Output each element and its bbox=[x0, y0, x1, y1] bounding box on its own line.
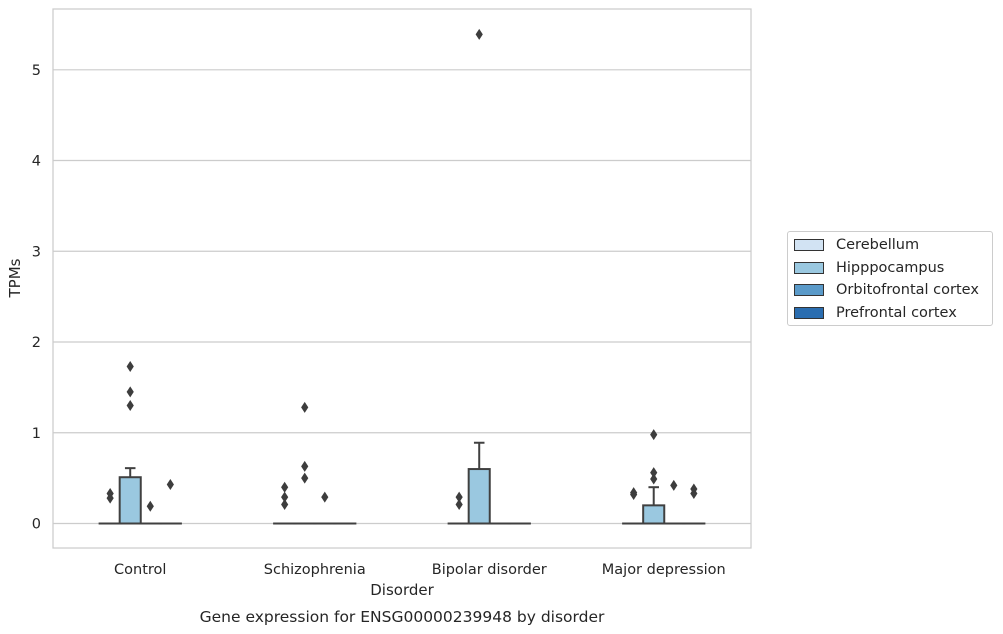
x-tick-label: Control bbox=[114, 562, 166, 578]
outlier-point bbox=[126, 361, 134, 373]
box-plot-area bbox=[98, 28, 706, 525]
outlier-point bbox=[166, 478, 174, 490]
y-tick-label: 1 bbox=[32, 426, 41, 442]
outlier-point bbox=[650, 473, 658, 485]
legend-swatch bbox=[794, 307, 824, 319]
plot-frame bbox=[52, 8, 752, 549]
y-tick-label: 0 bbox=[32, 517, 41, 533]
legend-item-prefrontal-cortex: Prefrontal cortex bbox=[794, 304, 957, 322]
y-tick-label: 5 bbox=[32, 63, 41, 79]
outlier-point bbox=[650, 467, 658, 479]
legend-swatch bbox=[794, 262, 824, 274]
legend-label: Prefrontal cortex bbox=[836, 305, 957, 321]
x-tick-label: Schizophrenia bbox=[264, 562, 366, 578]
outlier-point bbox=[281, 481, 289, 493]
x-tick-label: Bipolar disorder bbox=[432, 562, 547, 578]
legend-label: Cerebellum bbox=[836, 237, 920, 253]
y-axis-ticks: 0 1 2 3 4 5 bbox=[32, 63, 41, 533]
x-axis-label: Disorder bbox=[370, 581, 434, 599]
legend-item-orbitofrontal-cortex: Orbitofrontal cortex bbox=[794, 281, 979, 299]
outlier-point bbox=[670, 479, 678, 491]
outlier-point bbox=[321, 491, 329, 503]
outlier-point bbox=[106, 488, 114, 500]
legend-label: Hipppocampus bbox=[836, 260, 945, 276]
outlier-point bbox=[281, 498, 289, 510]
outlier-point bbox=[455, 498, 463, 510]
outlier-point bbox=[301, 472, 309, 484]
outlier-point bbox=[455, 491, 463, 503]
gridlines bbox=[53, 69, 751, 525]
y-tick-label: 4 bbox=[32, 154, 41, 170]
outlier-point bbox=[301, 460, 309, 472]
x-axis-ticks: Control Schizophrenia Bipolar disorder Majo… bbox=[114, 562, 726, 578]
outlier-point bbox=[301, 401, 309, 413]
legend-label: Orbitofrontal cortex bbox=[836, 282, 979, 298]
outlier-point bbox=[146, 500, 154, 512]
outlier-point bbox=[630, 487, 638, 499]
outlier-point bbox=[281, 491, 289, 503]
y-tick-label: 2 bbox=[32, 335, 41, 351]
box bbox=[118, 476, 142, 525]
outlier-point bbox=[126, 386, 134, 398]
box bbox=[467, 468, 491, 525]
legend-item-cerebellum: Cerebellum bbox=[794, 236, 919, 254]
y-tick-label: 3 bbox=[32, 244, 41, 260]
x-tick-label: Major depression bbox=[602, 562, 726, 578]
legend-swatch bbox=[794, 284, 824, 296]
outlier-point bbox=[126, 400, 134, 412]
legend: Cerebellum Hipppocampus Orbitofrontal co… bbox=[787, 231, 993, 326]
box bbox=[642, 504, 666, 525]
y-axis-label: TPMs bbox=[6, 258, 24, 298]
outlier-point bbox=[650, 429, 658, 441]
outlier-point bbox=[690, 483, 698, 495]
legend-swatch bbox=[794, 239, 824, 251]
chart-title: Gene expression for ENSG00000239948 by d… bbox=[200, 608, 605, 626]
legend-item-hippocampus: Hipppocampus bbox=[794, 259, 944, 277]
outlier-point bbox=[475, 28, 483, 40]
